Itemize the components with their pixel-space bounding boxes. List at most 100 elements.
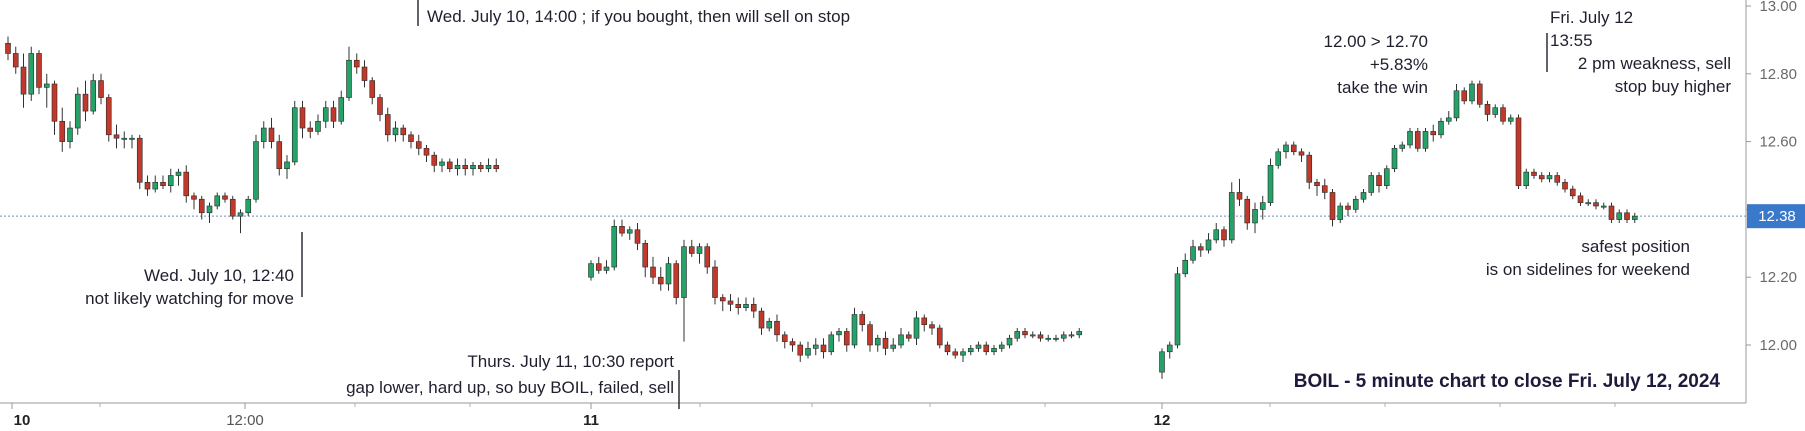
candle (105, 97, 112, 136)
candle (1174, 273, 1181, 346)
candle (1267, 165, 1274, 203)
candle (1538, 175, 1545, 180)
annotation-text: Fri. July 12 (1550, 8, 1633, 27)
candle (1045, 337, 1052, 340)
candle (392, 127, 399, 136)
candle (59, 120, 66, 142)
candle (361, 66, 368, 81)
candle (983, 344, 990, 353)
candle (260, 127, 267, 142)
candle (1053, 337, 1059, 340)
candle (160, 181, 166, 186)
candle (735, 304, 742, 309)
candle (408, 134, 414, 142)
candle (191, 195, 197, 200)
candle (129, 137, 135, 140)
candle (82, 93, 89, 112)
candle (1376, 175, 1382, 186)
candle (743, 304, 749, 309)
candle (797, 344, 804, 356)
candle (882, 337, 889, 349)
candle (377, 97, 383, 115)
candle (642, 243, 649, 268)
candle (867, 324, 873, 346)
y-tick-label: 12.80 (1759, 66, 1797, 83)
candle (1329, 192, 1336, 220)
candle (28, 53, 35, 95)
candle (1422, 131, 1429, 149)
candle (1060, 334, 1067, 339)
candle (1068, 334, 1075, 337)
candle (1453, 90, 1460, 119)
candle (1337, 205, 1344, 220)
candle (766, 320, 773, 329)
candle (936, 327, 943, 346)
candle (619, 226, 625, 234)
candle (758, 310, 765, 329)
candle (1283, 144, 1289, 153)
candle (1228, 192, 1235, 241)
last-price-label: 12.38 (1758, 208, 1796, 225)
candle (423, 148, 430, 156)
candle (113, 134, 120, 139)
candle (657, 276, 664, 285)
candle (820, 344, 827, 353)
candle (245, 198, 252, 214)
candle (1252, 209, 1258, 224)
candle (198, 198, 205, 214)
candle (1014, 331, 1021, 339)
annotation-text: gap lower, hard up, so buy BOIL, failed,… (346, 378, 674, 397)
candle (338, 97, 345, 122)
candle (1445, 117, 1452, 122)
candle (439, 161, 445, 166)
candle (462, 165, 469, 170)
candle (944, 344, 951, 353)
candle (98, 80, 104, 98)
candle (144, 181, 151, 190)
candle (1515, 117, 1522, 186)
candle (913, 317, 920, 339)
candle (477, 165, 484, 170)
candle (665, 263, 672, 285)
candle (1306, 154, 1313, 183)
candle (905, 334, 912, 339)
candle (322, 107, 329, 122)
candle (719, 297, 726, 302)
candle (1166, 344, 1173, 353)
y-tick-label: 12.00 (1759, 337, 1797, 354)
annotation-text: not likely watching for move (85, 289, 294, 308)
candle (890, 344, 897, 349)
candle (1414, 131, 1421, 149)
candle (1569, 188, 1576, 197)
candle (611, 226, 618, 268)
candle (1616, 212, 1623, 220)
candle (991, 348, 997, 353)
candle (1244, 198, 1251, 224)
candle (51, 83, 58, 122)
candle (851, 314, 858, 346)
candle (1221, 229, 1227, 241)
candle (828, 334, 835, 353)
candle (1076, 331, 1083, 336)
candle (268, 127, 275, 142)
candle (1476, 83, 1483, 105)
candle (1368, 175, 1375, 193)
annotation-text: stop buy higher (1615, 77, 1732, 96)
x-tick-label: 10 (14, 412, 31, 429)
candle (1259, 202, 1266, 210)
x-tick-label: 12 (1154, 412, 1171, 429)
annotation-text: safest position (1581, 237, 1690, 256)
candle (1531, 171, 1537, 176)
candle (688, 246, 695, 254)
candle (960, 351, 966, 356)
candle (431, 154, 438, 166)
annotation-text: Wed. July 10, 12:40 (144, 266, 294, 285)
candle (1546, 175, 1553, 180)
candle (812, 344, 819, 349)
candle (774, 320, 780, 336)
candle (588, 263, 594, 278)
candle (330, 107, 337, 122)
candle (1006, 337, 1013, 346)
x-tick-label: 12:00 (226, 412, 264, 429)
